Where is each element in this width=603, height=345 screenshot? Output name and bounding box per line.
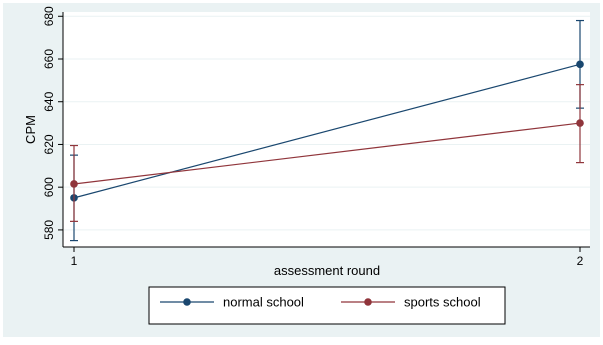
plot-area: [63, 12, 590, 247]
axes: 580 600 620 640 660 680 1 2: [42, 6, 590, 268]
legend-item: normal school: [160, 295, 304, 310]
x-axis-label: assessment round: [274, 263, 380, 278]
legend-label: normal school: [223, 295, 304, 310]
x-tick-label: 2: [577, 254, 584, 268]
y-tick-label: 680: [42, 6, 56, 26]
legend-box: [148, 286, 506, 325]
legend-label: sports school: [404, 295, 481, 310]
x-tick-label: 1: [71, 254, 78, 268]
y-tick-label: 580: [42, 220, 56, 240]
data-point: [576, 119, 584, 127]
series-layer: [70, 19, 584, 242]
data-point: [70, 180, 78, 188]
y-tick-label: 600: [42, 177, 56, 197]
series-line: [73, 63, 581, 199]
y-tick-label: 660: [42, 49, 56, 69]
y-axis-label: CPM: [23, 115, 38, 144]
y-tick-label: 620: [42, 134, 56, 154]
legend-marker: [364, 298, 372, 306]
legend-item: sports school: [341, 295, 481, 310]
y-tick-label: 640: [42, 91, 56, 111]
data-point: [576, 60, 584, 69]
series-line: [73, 122, 581, 185]
series-1: [70, 84, 584, 222]
gridlines: [63, 15, 590, 231]
legend-marker: [183, 298, 191, 306]
legend: normal school sports school: [148, 286, 506, 325]
